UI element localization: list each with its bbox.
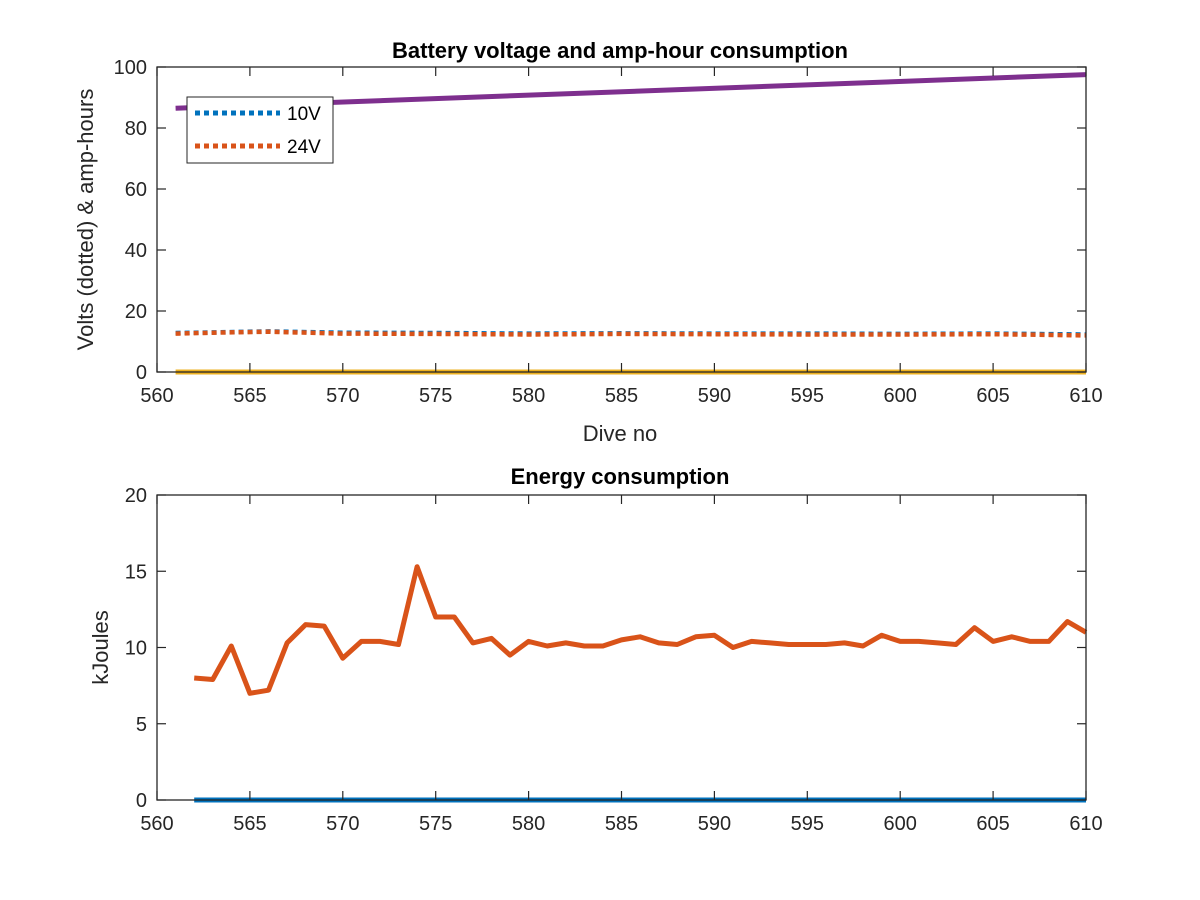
chart1-x-tick-label: 560 <box>140 385 173 407</box>
chart1-y-tick-label: 80 <box>125 118 147 140</box>
chart2-x-tick-label: 595 <box>791 813 824 835</box>
chart1-x-tick-label: 590 <box>698 385 731 407</box>
legend-10v-label: 10V <box>287 104 321 125</box>
chart2-title: Energy consumption <box>511 464 730 489</box>
chart2-x-tick-label: 565 <box>233 813 266 835</box>
chart1-x-tick-label: 610 <box>1069 385 1102 407</box>
chart2-x-tick-label: 585 <box>605 813 638 835</box>
chart1-y-axis-label: Volts (dotted) & amp-hours <box>73 89 98 351</box>
chart1-y-tick-label: 100 <box>114 57 147 79</box>
chart1-y-tick-label: 0 <box>136 362 147 384</box>
chart1-x-axis-label: Dive no <box>583 421 658 446</box>
chart2-x-tick-label: 560 <box>140 813 173 835</box>
chart1-y-tick-label: 60 <box>125 179 147 201</box>
chart2-x-tick-label: 605 <box>976 813 1009 835</box>
chart2-y-tick-label: 20 <box>125 485 147 507</box>
chart1-x-tick-label: 595 <box>791 385 824 407</box>
chart1-y-tick-label: 40 <box>125 240 147 262</box>
figure-background <box>0 0 1200 900</box>
chart2-x-tick-label: 580 <box>512 813 545 835</box>
chart2-x-tick-label: 610 <box>1069 813 1102 835</box>
chart1-y-tick-label: 20 <box>125 301 147 323</box>
chart2-x-tick-label: 600 <box>884 813 917 835</box>
chart2-x-tick-label: 575 <box>419 813 452 835</box>
chart1-x-tick-label: 580 <box>512 385 545 407</box>
chart2-y-tick-label: 15 <box>125 561 147 583</box>
legend-24v-label: 24V <box>287 137 321 158</box>
chart2-y-tick-label: 5 <box>136 714 147 736</box>
chart1-title: Battery voltage and amp-hour consumption <box>392 38 848 63</box>
chart1-x-tick-label: 600 <box>884 385 917 407</box>
chart2-y-axis-label: kJoules <box>88 610 113 685</box>
chart2-x-tick-label: 570 <box>326 813 359 835</box>
chart1-legend: 10V 24V <box>187 97 333 163</box>
chart1-x-tick-label: 575 <box>419 385 452 407</box>
chart1-x-tick-label: 585 <box>605 385 638 407</box>
chart1-x-tick-label: 605 <box>976 385 1009 407</box>
chart2-x-tick-label: 590 <box>698 813 731 835</box>
chart2-y-tick-label: 0 <box>136 790 147 812</box>
figure: Battery voltage and amp-hour consumption… <box>0 0 1200 900</box>
chart1-x-tick-label: 565 <box>233 385 266 407</box>
chart2-y-tick-label: 10 <box>125 638 147 660</box>
chart1-x-tick-label: 570 <box>326 385 359 407</box>
